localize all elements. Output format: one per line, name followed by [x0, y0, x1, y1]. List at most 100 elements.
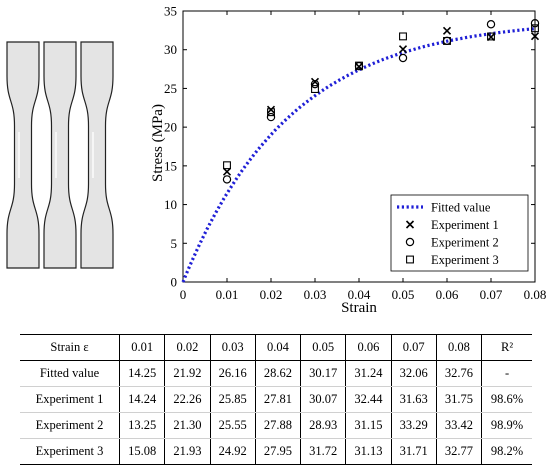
x-axis-label: Strain [341, 300, 377, 316]
y-tick-label: 25 [164, 81, 177, 96]
point-experiment-3 [223, 161, 231, 170]
point-experiment-2 [310, 79, 320, 89]
specimen-1 [6, 41, 40, 269]
table-cell: 33.29 [390, 412, 437, 439]
y-tick-label: 15 [164, 158, 177, 173]
table-cell: 31.13 [345, 438, 392, 465]
table-header-cell: 0.01 [118, 334, 165, 361]
table-cell: 98.9% [481, 412, 532, 439]
table-header-cell: Strain ε [20, 334, 120, 361]
point-experiment-1 [222, 167, 232, 176]
table-cell: 98.6% [481, 386, 532, 413]
table-header-cell: 0.07 [390, 334, 437, 361]
y-tick-label: 10 [164, 197, 177, 212]
x-tick-label: 0.03 [304, 287, 327, 302]
table-cell: 25.85 [209, 386, 256, 413]
point-experiment-2 [398, 53, 408, 63]
point-experiment-3 [267, 108, 275, 117]
table-cell: 13.25 [118, 412, 165, 439]
table-cell: 31.24 [345, 360, 392, 387]
table-cell: 21.92 [164, 360, 211, 387]
legend-swatch [405, 237, 415, 247]
point-experiment-2 [222, 175, 232, 184]
table-cell: 25.55 [209, 412, 256, 439]
table-cell: 30.17 [300, 360, 346, 387]
legend-swatch [406, 255, 414, 264]
table-row: Experiment 3 15.08 21.93 24.92 27.95 31.72 31.… [20, 438, 532, 465]
point-experiment-3 [443, 37, 451, 45]
table-cell: - [481, 360, 532, 387]
table-cell: Fitted value [20, 360, 120, 387]
table-cell: Experiment 2 [20, 412, 120, 439]
y-tick-label: 30 [164, 42, 177, 57]
point-experiment-2 [530, 19, 540, 28]
table-cell: Experiment 1 [20, 386, 120, 413]
point-experiment-1 [310, 77, 320, 86]
table-cell: 27.81 [254, 386, 301, 413]
point-experiment-1 [398, 45, 408, 54]
table-header-cell: 0.03 [209, 334, 256, 361]
table-row: Experiment 1 14.24 22.26 25.85 27.81 30.07 32.… [20, 386, 532, 413]
table-cell: 98.2% [481, 438, 532, 465]
point-experiment-3 [399, 32, 407, 41]
table-cell: 24.92 [209, 438, 256, 465]
point-experiment-3 [355, 61, 363, 70]
legend-label: Fitted value [431, 201, 491, 215]
y-tick-label: 0 [171, 275, 178, 290]
table-cell: 21.30 [164, 412, 211, 439]
specimen-3 [80, 41, 114, 269]
legend-swatch [405, 220, 415, 229]
specimen-photo [6, 41, 114, 269]
table-cell: 33.42 [435, 412, 482, 439]
table-cell: 31.15 [345, 412, 392, 439]
y-tick-label: 20 [164, 120, 177, 135]
data-table: Strain ε 0.01 0.02 0.03 0.04 0.05 0.06 0.07 0.08… [20, 334, 532, 465]
point-experiment-1 [530, 32, 540, 41]
table-cell: 21.93 [164, 438, 211, 465]
x-tick-label: 0.02 [260, 287, 283, 302]
table-cell: 22.26 [164, 386, 211, 413]
x-tick-label: 0 [180, 287, 187, 302]
x-tick-label: 0.08 [524, 287, 547, 302]
x-tick-label: 0.04 [348, 287, 371, 302]
point-experiment-1 [266, 105, 276, 114]
x-tick-label: 0.01 [216, 287, 239, 302]
table-cell: 14.24 [118, 386, 165, 413]
table-cell: 28.93 [300, 412, 346, 439]
legend-label: Experiment 1 [431, 218, 499, 232]
table-cell: 27.95 [254, 438, 301, 465]
x-tick-label: 0.07 [480, 287, 503, 302]
table-cell: 31.75 [435, 386, 482, 413]
x-tick-label: 0.05 [392, 287, 415, 302]
y-axis-label: Stress (MPa) [150, 104, 166, 182]
table-header-cell: 0.08 [435, 334, 482, 361]
table-row: Fitted value 14.25 21.92 26.16 28.62 30.17 31.… [20, 360, 532, 387]
point-experiment-3 [487, 32, 495, 41]
table-cell: 26.16 [209, 360, 256, 387]
table-header-cell: 0.05 [300, 334, 346, 361]
table-cell: 30.07 [300, 386, 346, 413]
point-experiment-1 [442, 26, 452, 35]
y-tick-label: 5 [171, 236, 178, 251]
table-row: Experiment 2 13.25 21.30 25.55 27.88 28.93 31.… [20, 412, 532, 439]
legend-label: Experiment 3 [431, 253, 499, 267]
table-cell: 27.88 [254, 412, 301, 439]
y-tick-label: 35 [164, 4, 177, 19]
x-tick-label: 0.06 [436, 287, 459, 302]
table-header-cell: 0.06 [345, 334, 392, 361]
fitted-curve [181, 27, 536, 283]
table-cell: 31.72 [300, 438, 346, 465]
table-cell: 32.44 [345, 386, 392, 413]
table-header-cell: 0.02 [164, 334, 211, 361]
specimen-2 [43, 41, 77, 269]
table-cell: 31.71 [390, 438, 437, 465]
table-cell: 28.62 [254, 360, 301, 387]
point-experiment-2 [266, 112, 276, 122]
table-header-cell: 0.04 [254, 334, 301, 361]
table-cell: 32.76 [435, 360, 482, 387]
point-experiment-3 [311, 85, 319, 93]
table-cell: 32.06 [390, 360, 437, 387]
point-experiment-2 [486, 20, 496, 29]
table-header-row: Strain ε 0.01 0.02 0.03 0.04 0.05 0.06 0.07 0.08… [20, 334, 532, 361]
table-header-cell: R² [481, 334, 532, 361]
